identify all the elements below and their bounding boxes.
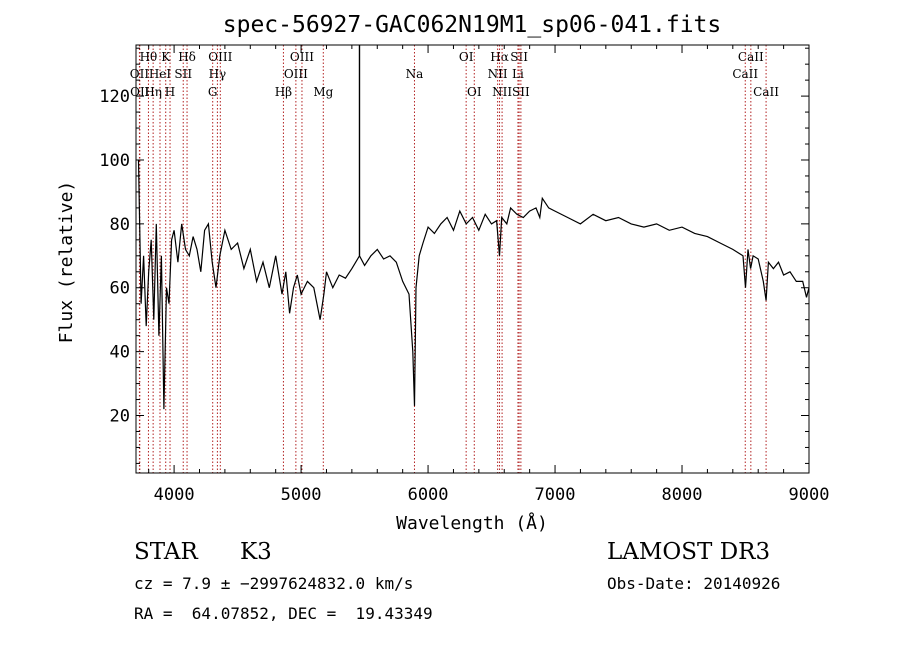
line-label-low-2: H bbox=[165, 85, 175, 99]
line-label-mid-1: HeI bbox=[149, 67, 172, 81]
object-subclass: K3 bbox=[240, 539, 272, 565]
line-label-low-5: Mg bbox=[313, 85, 333, 99]
y-axis-label: Flux (relative) bbox=[56, 181, 77, 344]
x-tick-label-5: 9000 bbox=[789, 485, 830, 505]
line-label-top-1: K bbox=[161, 50, 171, 64]
y-tick-label-0: 20 bbox=[110, 407, 130, 427]
y-tick-label-1: 40 bbox=[110, 343, 130, 363]
line-label-low-1: Hη bbox=[144, 85, 162, 99]
y-tick-label-5: 120 bbox=[99, 87, 130, 107]
line-label-top-7: SII bbox=[510, 50, 528, 64]
line-label-mid-5: Na bbox=[406, 67, 424, 81]
line-label-top-5: OI bbox=[459, 50, 474, 64]
line-label-low-3: G bbox=[208, 85, 218, 99]
line-label-low-4: Hβ bbox=[275, 85, 292, 99]
x-axis-label: Wavelength (Å) bbox=[396, 512, 548, 534]
line-label-mid-4: OIII bbox=[284, 67, 308, 81]
x-axis: 4000 5000 6000 7000 8000 9000 bbox=[148, 45, 830, 505]
object-class: STAR bbox=[134, 539, 198, 565]
line-label-mid-3: Hγ bbox=[209, 67, 227, 81]
y-tick-label-3: 80 bbox=[110, 215, 130, 235]
line-label-top-6: Hα bbox=[490, 50, 509, 64]
line-label-low-7: NII bbox=[492, 85, 512, 99]
emission-line-markers: HθKHδOIIIOIIIOIHαSIICaIIOIIHeISIIHγOIIIN… bbox=[130, 45, 779, 473]
line-label-low-8: SII bbox=[512, 85, 530, 99]
x-tick-label-3: 7000 bbox=[535, 485, 576, 505]
plot-frame bbox=[135, 44, 810, 474]
y-tick-label-2: 60 bbox=[110, 279, 130, 299]
line-label-low-0: OII bbox=[130, 85, 150, 99]
x-tick-label-2: 6000 bbox=[408, 485, 449, 505]
coordinates-readout: RA = 64.07852, DEC = 19.43349 bbox=[134, 604, 433, 623]
survey-name: LAMOST DR3 bbox=[607, 539, 771, 565]
line-label-mid-2: SII bbox=[174, 67, 192, 81]
chart-title: spec-56927-GAC062N19M1_sp06-041.fits bbox=[223, 12, 722, 38]
line-label-low-9: CaII bbox=[753, 85, 779, 99]
observation-date: Obs-Date: 20140926 bbox=[607, 574, 781, 593]
x-tick-label-0: 4000 bbox=[154, 485, 195, 505]
x-tick-label-4: 8000 bbox=[662, 485, 703, 505]
y-tick-label-4: 100 bbox=[99, 151, 130, 171]
x-tick-label-1: 5000 bbox=[281, 485, 322, 505]
line-label-top-4: OIII bbox=[290, 50, 314, 64]
line-label-top-0: Hθ bbox=[140, 50, 158, 64]
spectrum-line bbox=[137, 159, 810, 410]
redshift-readout: cz = 7.9 ± −2997624832.0 km/s bbox=[134, 574, 414, 593]
spectrum-series bbox=[137, 45, 810, 410]
line-label-mid-6: NII bbox=[488, 67, 508, 81]
line-label-top-2: Hδ bbox=[178, 50, 196, 64]
line-label-top-3: OIII bbox=[208, 50, 232, 64]
y-axis: 20 40 60 80 100 120 bbox=[99, 47, 809, 464]
line-label-mid-7: Li bbox=[512, 67, 524, 81]
line-label-top-8: CaII bbox=[738, 50, 764, 64]
line-label-low-6: OI bbox=[467, 85, 482, 99]
line-label-mid-8: CaII bbox=[732, 67, 758, 81]
